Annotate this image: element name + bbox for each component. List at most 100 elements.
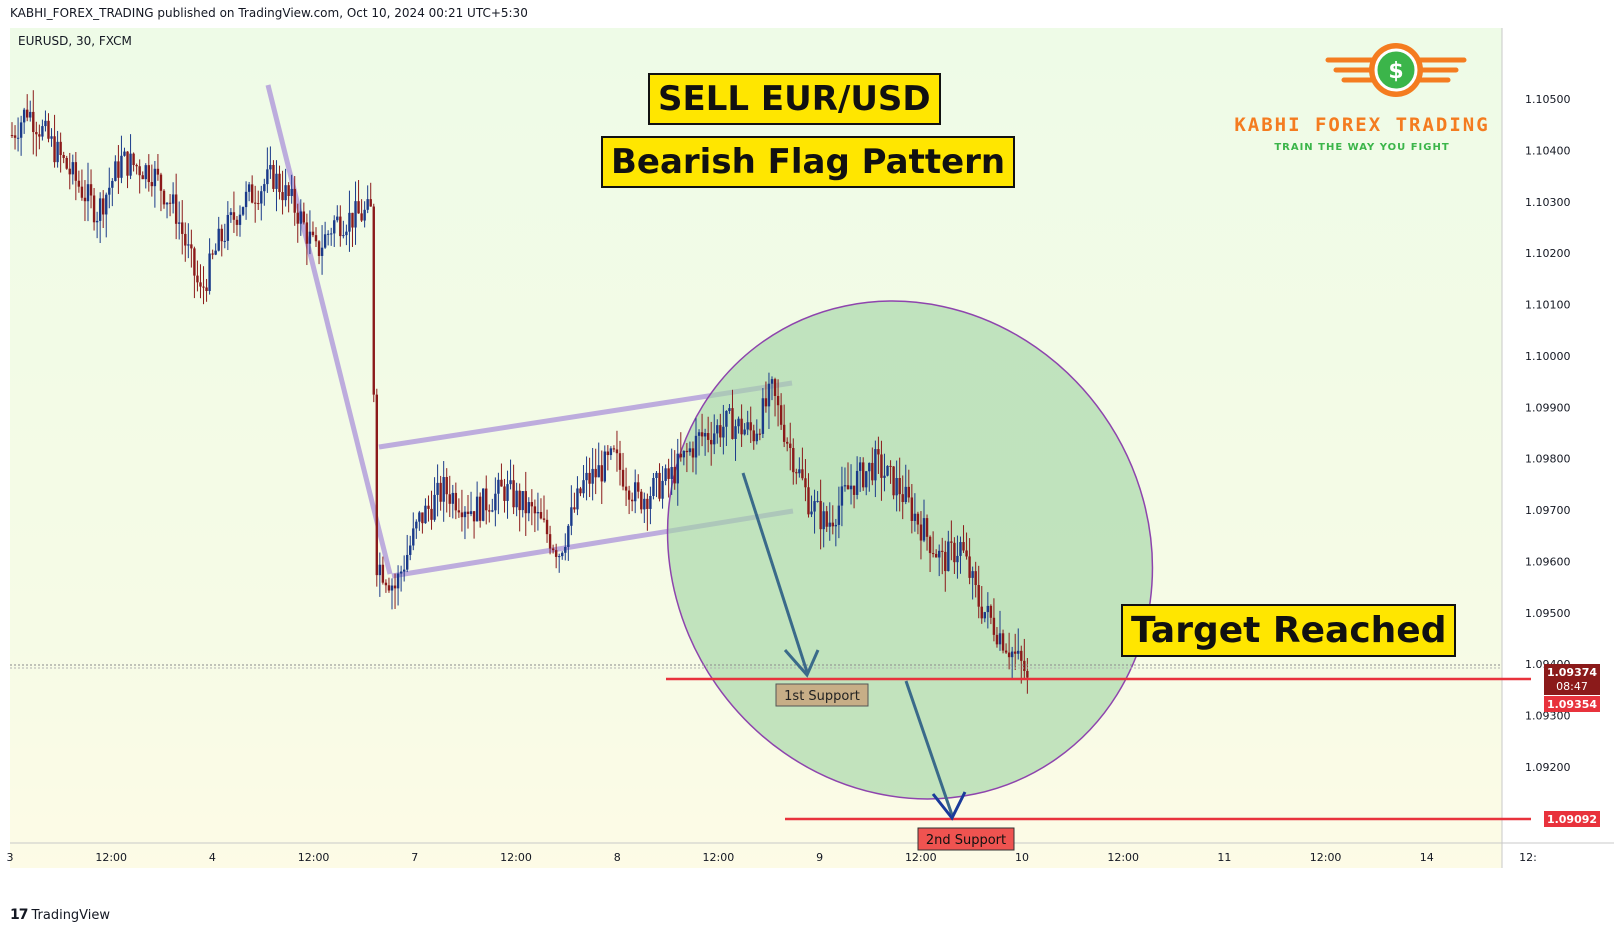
candle-body [852, 485, 856, 495]
candle-body [840, 486, 844, 506]
candle-body [597, 465, 600, 478]
candle-body [603, 451, 606, 482]
candle-body [114, 161, 117, 181]
candle-body [1023, 660, 1026, 671]
candle-body [390, 585, 394, 591]
candle-body [804, 478, 807, 488]
candle-body [497, 479, 500, 494]
pattern-callout[interactable]: Bearish Flag Pattern [601, 136, 1016, 188]
candle-body [518, 490, 521, 511]
candle-body [877, 449, 880, 455]
candle-body [77, 180, 81, 187]
candle-body [941, 550, 944, 552]
candle-body [238, 214, 242, 225]
brand-block: KABHI FOREX TRADING TRAIN THE WAY YOU FI… [1232, 40, 1492, 153]
arrow-to-support-2[interactable] [904, 680, 967, 821]
candle-body [722, 426, 725, 438]
candle-body [342, 235, 345, 237]
candle-body [275, 173, 278, 189]
candle-body [740, 418, 743, 435]
candle-body [646, 498, 649, 509]
candle-body [74, 162, 78, 181]
candle-body [953, 542, 956, 563]
candle-body [703, 433, 707, 437]
candle-body [810, 511, 813, 515]
candle-body [211, 253, 214, 255]
candle-body [339, 216, 342, 237]
candle-body [260, 191, 263, 204]
candle-body [92, 195, 96, 223]
candle-body [561, 552, 564, 557]
candle-body [539, 511, 543, 519]
candle-body [53, 136, 56, 163]
candle-body [567, 525, 570, 547]
candle-body [965, 550, 968, 557]
time-tick-label: 12:00 [703, 851, 735, 864]
candle-body [919, 524, 923, 541]
candle-body [801, 469, 804, 479]
candle-body [998, 633, 1002, 645]
candle-body [86, 184, 90, 202]
price-axis[interactable]: 1.10500 1.10400 1.10300 1.10200 1.10100 1.100… [1525, 93, 1571, 774]
candle-body [147, 165, 150, 183]
candle-body [156, 168, 160, 175]
countdown-text: 08:47 [1556, 680, 1588, 693]
candle-body [551, 548, 555, 551]
target-zone-ellipse[interactable] [570, 206, 1249, 894]
candle-body [144, 165, 147, 180]
candle-body [336, 216, 339, 221]
candle-body [323, 234, 327, 248]
candle-body [351, 212, 354, 228]
candle-body [488, 510, 491, 512]
candle-body [536, 511, 540, 514]
candle-body [296, 212, 299, 224]
candle-body [889, 465, 892, 467]
candle-body [369, 199, 372, 207]
candle-body [661, 480, 664, 499]
flagpole-line[interactable] [265, 84, 393, 575]
candle-body [728, 408, 731, 411]
time-axis[interactable]: 3 12:00 4 12:00 7 12:00 8 12:00 9 12:00 10 12:00 11 1… [7, 851, 1537, 864]
candle-body [618, 453, 622, 470]
candle-body [214, 250, 217, 255]
candle-body [421, 512, 424, 524]
candle-body [846, 485, 850, 490]
candle-body [38, 134, 41, 137]
candle-body [117, 161, 120, 178]
symbol-line[interactable]: EURUSD, 30, FXCM [18, 34, 132, 48]
candle-body [399, 571, 403, 574]
candle-body [287, 185, 290, 196]
candle-body [828, 522, 831, 527]
candle-body [758, 433, 762, 435]
candle-body [652, 478, 655, 497]
candle-body [482, 488, 485, 521]
time-tick-label: 12: [1519, 851, 1537, 864]
candle-body [330, 233, 333, 235]
support-2-text: 2nd Support [926, 833, 1006, 848]
candle-body [871, 462, 874, 481]
time-tick-label: 4 [209, 851, 216, 864]
candle-body [1017, 650, 1020, 654]
candle-body [548, 534, 552, 549]
sell-callout[interactable]: SELL EUR/USD [648, 73, 941, 125]
candle-body [685, 450, 689, 453]
candle-body [311, 231, 315, 236]
candle-body [50, 136, 53, 139]
candle-body [582, 480, 585, 494]
arrow-to-support-1[interactable] [741, 472, 820, 678]
candle-body [588, 472, 591, 484]
candle-body [123, 151, 126, 156]
candle-body [250, 184, 254, 203]
candle-body [746, 422, 749, 430]
candle-body [983, 612, 986, 619]
target-callout[interactable]: Target Reached [1121, 604, 1457, 657]
tv-logo-icon: 17 [10, 907, 29, 923]
tradingview-logo[interactable]: 17 TradingView [10, 907, 110, 923]
candlestick-series [10, 90, 1029, 694]
candle-body [956, 555, 959, 563]
candle-body [445, 477, 448, 495]
candle-body [789, 443, 792, 449]
candle-body [454, 492, 458, 511]
price-tick-label: 1.09600 [1525, 555, 1571, 568]
candle-body [320, 247, 324, 256]
